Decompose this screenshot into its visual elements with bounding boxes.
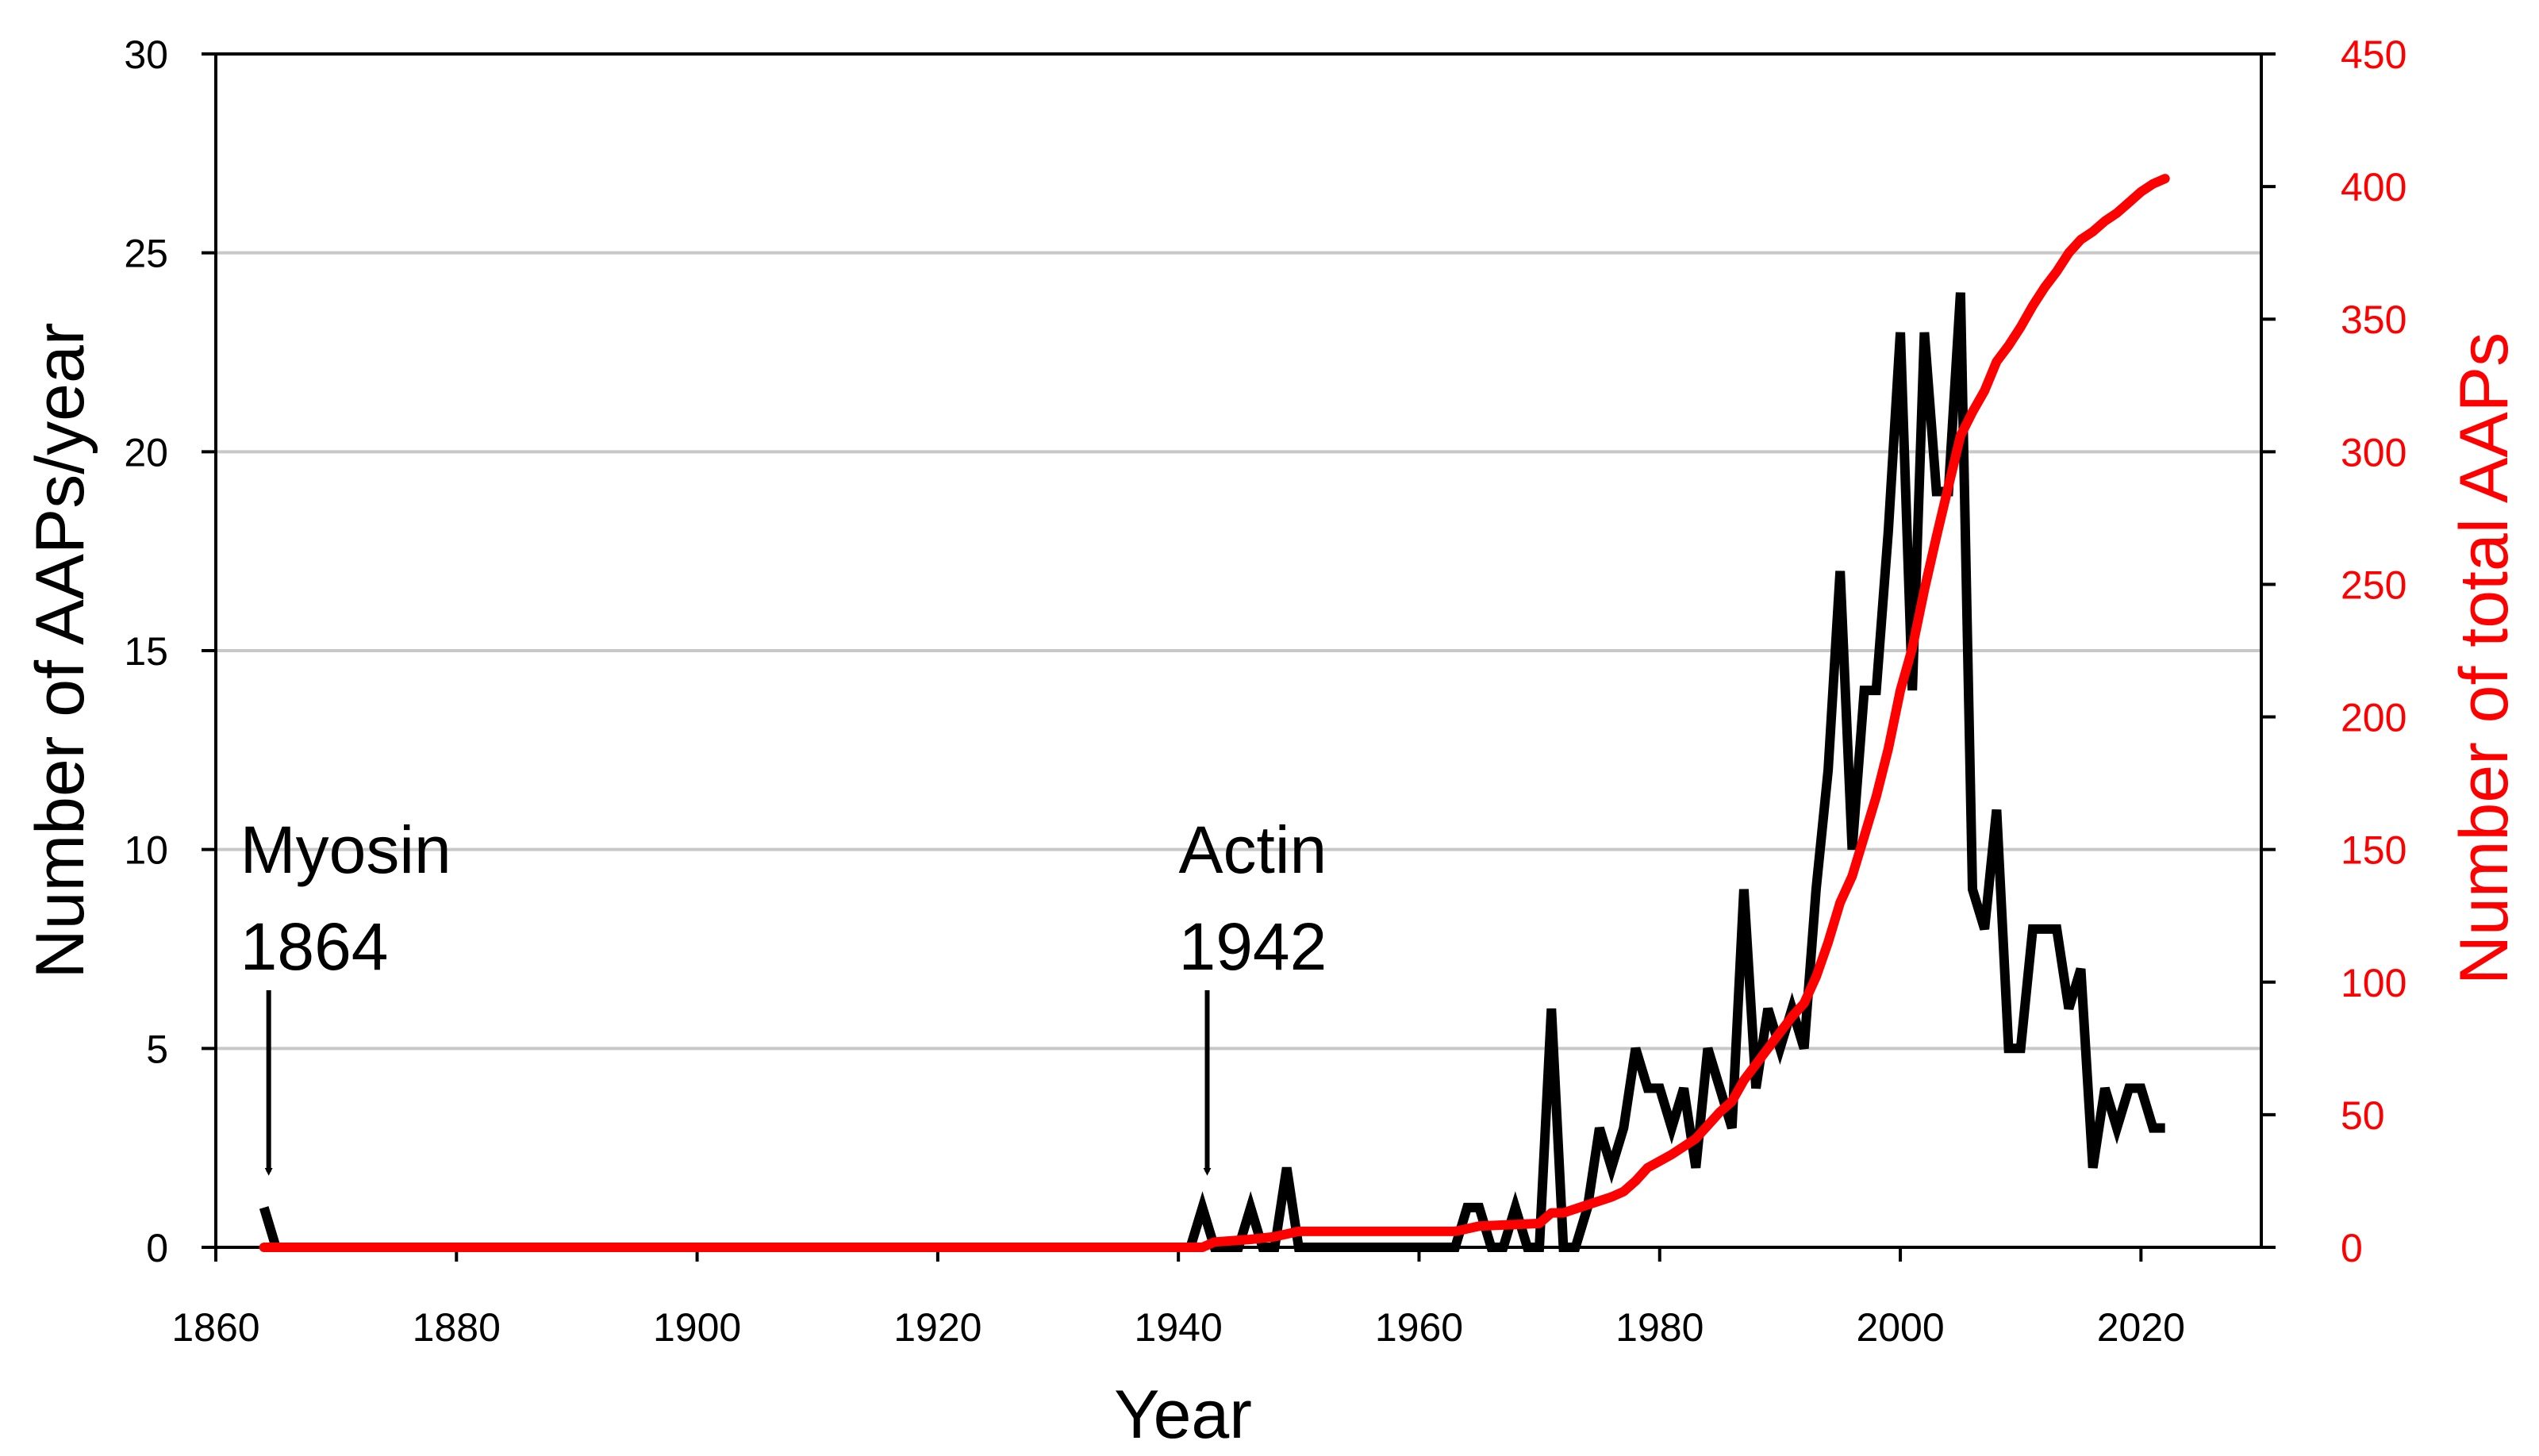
right-tick-label: 350 xyxy=(2341,298,2406,342)
right-tick-label: 450 xyxy=(2341,33,2406,77)
x-tick-label: 1880 xyxy=(413,1305,501,1350)
left-tick-label: 5 xyxy=(146,1027,168,1071)
x-tick-label: 1940 xyxy=(1135,1305,1223,1350)
right-tick-label: 250 xyxy=(2341,563,2406,607)
annotations: Myosin 1864 Actin 1942 xyxy=(240,813,1327,1176)
x-tick-label: 1980 xyxy=(1615,1305,1704,1350)
annotation-actin-name: Actin xyxy=(1179,813,1327,887)
annotation-myosin-name: Myosin xyxy=(240,813,451,887)
x-tick-label: 2000 xyxy=(1856,1305,1944,1350)
right-tick-label: 150 xyxy=(2341,828,2406,873)
right-axis-title: Number of total AAPs xyxy=(2446,332,2522,985)
right-tick-label: 200 xyxy=(2341,696,2406,740)
left-axis-title: Number of AAPs/year xyxy=(22,323,98,979)
x-tick-label: 1960 xyxy=(1375,1305,1463,1350)
right-axis-ticks: 0 50 100 150 200 250 300 350 400 450 xyxy=(2261,33,2406,1270)
right-tick-label: 0 xyxy=(2341,1226,2363,1270)
x-tick-label: 2020 xyxy=(2097,1305,2185,1350)
right-tick-label: 300 xyxy=(2341,430,2406,474)
x-axis-title: Year xyxy=(1114,1377,1252,1453)
left-tick-label: 20 xyxy=(124,430,168,474)
annotation-actin-year: 1942 xyxy=(1179,909,1327,984)
left-tick-label: 30 xyxy=(124,33,168,77)
left-axis-ticks: 0 5 10 15 20 25 30 xyxy=(124,33,216,1270)
left-tick-label: 25 xyxy=(124,232,168,276)
series-total-aaps-line xyxy=(259,174,2170,1252)
right-tick-label: 100 xyxy=(2341,961,2406,1005)
right-tick-label: 50 xyxy=(2341,1093,2385,1138)
x-tick-label: 1920 xyxy=(893,1305,981,1350)
x-tick-label: 1860 xyxy=(171,1305,259,1350)
left-tick-label: 0 xyxy=(146,1226,168,1270)
x-axis-ticks: 1860 1880 1900 1920 1940 1960 1980 2000 2020 xyxy=(171,1247,2185,1350)
annotation-myosin-year: 1864 xyxy=(240,909,389,984)
series-aaps-per-year-line xyxy=(259,292,2165,1252)
right-tick-label: 400 xyxy=(2341,165,2406,209)
left-tick-label: 15 xyxy=(124,629,168,674)
x-tick-label: 1900 xyxy=(653,1305,741,1350)
left-tick-label: 10 xyxy=(124,828,168,873)
